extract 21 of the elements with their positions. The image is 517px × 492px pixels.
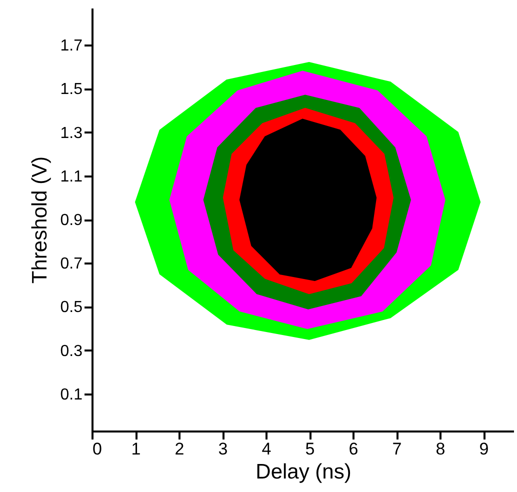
y-tick-label: 0.1: [60, 386, 83, 404]
x-tick-label: 4: [262, 440, 272, 458]
y-tick-label: 1.7: [60, 38, 83, 55]
y-tick-label: 0.3: [60, 342, 83, 360]
x-tick-label: 2: [174, 440, 184, 458]
y-axis-title: Threshold (V): [28, 156, 52, 284]
y-tick-label: 1.5: [60, 81, 83, 98]
y-tick-label: 0.9: [60, 212, 83, 229]
x-tick-label: 6: [348, 440, 358, 458]
x-tick-label: 3: [218, 440, 228, 458]
y-tick-label: 1.3: [60, 124, 83, 142]
y-tick-label: 0.7: [60, 256, 83, 273]
x-tick-label: 8: [436, 440, 446, 458]
x-axis-title: Delay (ns): [256, 460, 352, 484]
x-tick-label: 9: [479, 440, 489, 458]
y-tick-label: 0.5: [60, 299, 83, 316]
x-tick-label: 0: [92, 440, 102, 458]
x-tick-label: 7: [392, 440, 402, 458]
x-tick-label: 5: [305, 440, 315, 458]
y-tick-label: 1.1: [60, 168, 83, 186]
x-tick-label: 1: [131, 440, 141, 458]
